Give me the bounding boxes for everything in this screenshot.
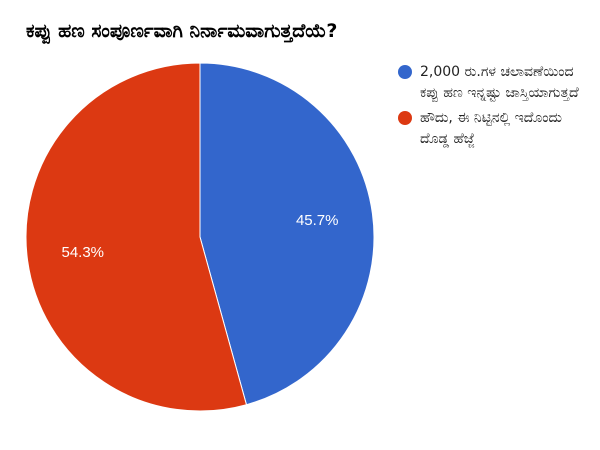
legend-swatch-2 xyxy=(398,111,412,125)
legend-label-1: 2,000 ರು.ಗಳ ಚಲಾವಣೆಯಿಂದ ಕಪ್ಪು ಹಣ ಇನ್ನಷ್ಟು… xyxy=(420,64,579,101)
legend-item-1[interactable]: 2,000 ರು.ಗಳ ಚಲಾವಣೆಯಿಂದ ಕಪ್ಪು ಹಣ ಇನ್ನಷ್ಟು… xyxy=(398,62,593,104)
legend: 2,000 ರು.ಗಳ ಚಲಾವಣೆಯಿಂದ ಕಪ್ಪು ಹಣ ಇನ್ನಷ್ಟು… xyxy=(398,62,593,154)
slice-value-label-2: 54.3% xyxy=(61,244,104,261)
pie-slice-1[interactable] xyxy=(199,62,375,406)
chart-title: ಕಪ್ಪು ಹಣ ಸಂಪೂರ್ಣವಾಗಿ ನಿರ್ನಾಮವಾಗುತ್ತದೆಯೆ? xyxy=(26,20,338,42)
pie-slice-2[interactable] xyxy=(25,62,248,412)
slice-value-label-1: 45.7% xyxy=(296,212,339,229)
legend-item-2[interactable]: ಹೌದು, ಈ ನಿಟ್ಟಿನಲ್ಲಿ ಇದೊಂದು ದೊಡ್ಡ ಹೆಜ್ಜೆ xyxy=(398,108,593,150)
legend-label-2: ಹೌದು, ಈ ನಿಟ್ಟಿನಲ್ಲಿ ಇದೊಂದು ದೊಡ್ಡ ಹೆಜ್ಜೆ xyxy=(420,110,562,147)
legend-swatch-1 xyxy=(398,65,412,79)
